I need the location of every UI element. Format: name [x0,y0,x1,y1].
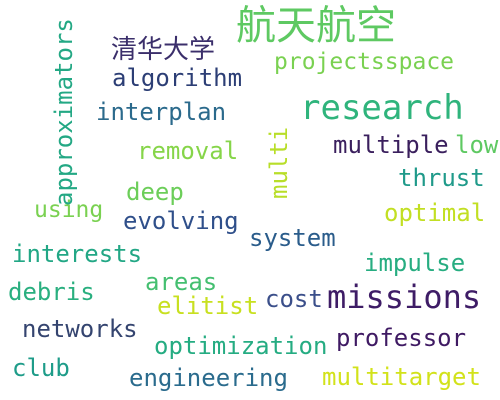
word-hangtian: 航天航空 [236,3,396,49]
word-research: research [300,88,464,128]
word-qinghua: 清华大学 [111,35,216,65]
word-multi: multi [265,126,293,199]
word-algorithm: algorithm [112,64,243,92]
word-elitist: elitist [157,292,259,320]
word-professor: professor [336,324,467,352]
word-club: club [12,354,70,382]
word-multitarget: multitarget [322,363,481,391]
word-interplan: interplan [96,98,227,126]
word-engineering: engineering [129,364,288,392]
word-projectsspace: projectsspace [274,49,455,75]
word-optimal: optimal [384,199,486,227]
word-system: system [249,224,336,252]
word-areas: areas [145,268,218,296]
word-cost: cost [265,285,323,313]
word-multiple: multiple [333,131,449,159]
word-using: using [34,197,104,223]
word-interests: interests [12,240,143,268]
word-optimization: optimization [154,332,328,360]
word-removal: removal [137,137,239,165]
word-missions: missions [327,278,482,316]
word-low: low [455,131,499,159]
word-approximators: approximators [50,18,78,206]
word-impulse: impulse [364,249,466,277]
word-thrust: thrust [398,164,485,192]
word-evolving: evolving [123,207,239,235]
word-debris: debris [8,278,95,306]
word-deep: deep [126,178,184,206]
word-networks: networks [22,315,138,343]
